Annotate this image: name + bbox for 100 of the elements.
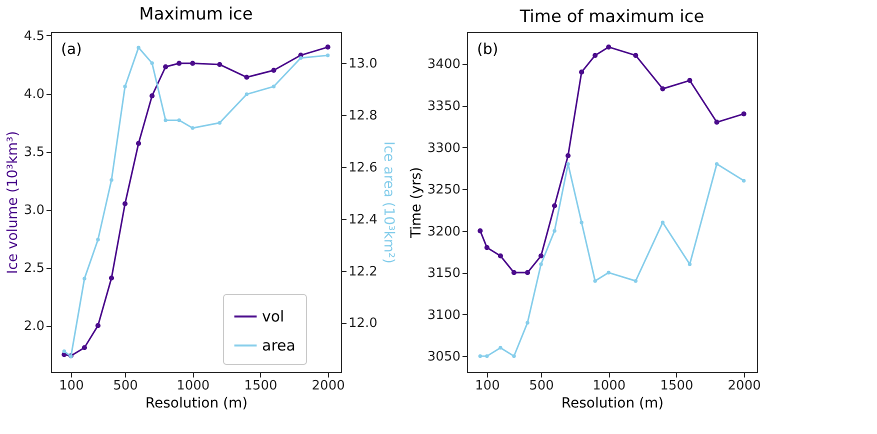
x-tick-label: 1000 bbox=[592, 378, 626, 394]
y2-tick-label: 13.0 bbox=[348, 56, 378, 72]
point bbox=[484, 244, 490, 250]
y-tick-label: 4.0 bbox=[24, 87, 44, 102]
point bbox=[714, 162, 719, 166]
point bbox=[660, 220, 665, 224]
annotation: (b) bbox=[477, 40, 498, 58]
point bbox=[110, 178, 114, 182]
point bbox=[579, 70, 584, 75]
point bbox=[606, 270, 610, 274]
y2-tick-label: 12.6 bbox=[348, 160, 378, 176]
x-tick-label: 100 bbox=[59, 378, 84, 394]
y2-tick-label: 12.0 bbox=[348, 316, 378, 332]
point bbox=[512, 354, 516, 358]
x-axis-title: Resolution (m) bbox=[561, 396, 664, 412]
y2-axis-title: Ice area (10³km²) bbox=[380, 141, 396, 264]
point bbox=[526, 320, 530, 325]
point bbox=[123, 84, 127, 88]
point bbox=[538, 253, 544, 258]
point bbox=[136, 46, 140, 50]
point bbox=[633, 52, 638, 58]
chart-title: Maximum ice bbox=[139, 4, 253, 24]
y-tick-label: 3400 bbox=[427, 57, 460, 72]
point bbox=[108, 275, 114, 281]
point bbox=[634, 279, 638, 283]
x-tick-label: 100 bbox=[475, 378, 500, 394]
y2-tick-label: 12.4 bbox=[348, 212, 378, 228]
point bbox=[82, 345, 88, 350]
point bbox=[190, 126, 194, 130]
point bbox=[136, 140, 142, 146]
point bbox=[742, 178, 746, 183]
point bbox=[566, 162, 570, 166]
y-tick-label: 3.0 bbox=[24, 203, 44, 218]
point bbox=[592, 52, 598, 58]
point bbox=[244, 74, 250, 80]
point bbox=[217, 62, 222, 68]
y-tick-label: 4.5 bbox=[24, 28, 44, 44]
x-tick-label: 2000 bbox=[312, 378, 345, 394]
chart-title: Time of maximum ice bbox=[518, 7, 704, 27]
point bbox=[606, 44, 612, 50]
x-tick-label: 1500 bbox=[660, 378, 694, 394]
y-tick-label: 3.5 bbox=[24, 145, 44, 160]
point bbox=[511, 270, 517, 276]
point bbox=[176, 60, 182, 66]
point bbox=[271, 68, 276, 73]
x-tick-label: 500 bbox=[529, 378, 554, 394]
point bbox=[272, 84, 276, 88]
point bbox=[498, 346, 502, 350]
point bbox=[539, 262, 543, 266]
point bbox=[741, 111, 746, 116]
point bbox=[95, 323, 101, 328]
y-axis-title: Time (yrs) bbox=[408, 167, 424, 239]
point bbox=[122, 201, 128, 206]
point bbox=[580, 220, 584, 224]
point bbox=[326, 53, 330, 58]
x-tick-label: 500 bbox=[113, 378, 138, 394]
point bbox=[150, 61, 154, 66]
point bbox=[82, 276, 86, 280]
point bbox=[190, 60, 196, 66]
point bbox=[177, 118, 181, 122]
y-tick-label: 3200 bbox=[427, 224, 460, 240]
point bbox=[325, 44, 330, 50]
point bbox=[164, 118, 168, 122]
y-tick-label: 3300 bbox=[427, 140, 460, 156]
point bbox=[478, 228, 483, 234]
y-axis-title: Ice volume (10³km³) bbox=[4, 131, 21, 274]
y-tick-label: 3250 bbox=[427, 182, 460, 198]
x-tick-label: 1500 bbox=[244, 378, 278, 394]
legend-label: vol bbox=[262, 308, 284, 326]
point bbox=[593, 279, 597, 283]
point bbox=[660, 86, 666, 92]
point bbox=[688, 262, 692, 266]
point bbox=[485, 354, 489, 358]
annotation: (a) bbox=[61, 40, 82, 58]
y-tick-label: 2.5 bbox=[24, 261, 44, 276]
x-axis-title: Resolution (m) bbox=[145, 396, 248, 412]
point bbox=[687, 78, 692, 83]
point bbox=[524, 270, 530, 276]
point bbox=[552, 228, 556, 233]
point bbox=[96, 238, 100, 242]
point bbox=[714, 120, 720, 125]
point bbox=[566, 153, 571, 158]
point bbox=[150, 93, 155, 98]
y2-tick-label: 12.8 bbox=[348, 108, 378, 124]
point bbox=[552, 203, 558, 208]
legend-label: area bbox=[262, 336, 296, 354]
y2-tick-label: 12.2 bbox=[348, 264, 378, 280]
y-tick-label: 3100 bbox=[427, 308, 460, 323]
y-tick-label: 2.0 bbox=[24, 319, 44, 334]
point bbox=[298, 56, 303, 60]
x-tick-label: 2000 bbox=[728, 378, 761, 394]
x-tick-label: 1000 bbox=[176, 378, 210, 394]
point bbox=[244, 92, 249, 96]
point bbox=[498, 253, 504, 258]
y-tick-label: 3050 bbox=[427, 350, 460, 365]
point bbox=[218, 120, 222, 125]
point bbox=[478, 354, 482, 358]
point bbox=[163, 64, 168, 70]
y-tick-label: 3150 bbox=[427, 266, 460, 282]
y-tick-label: 3350 bbox=[427, 99, 460, 114]
